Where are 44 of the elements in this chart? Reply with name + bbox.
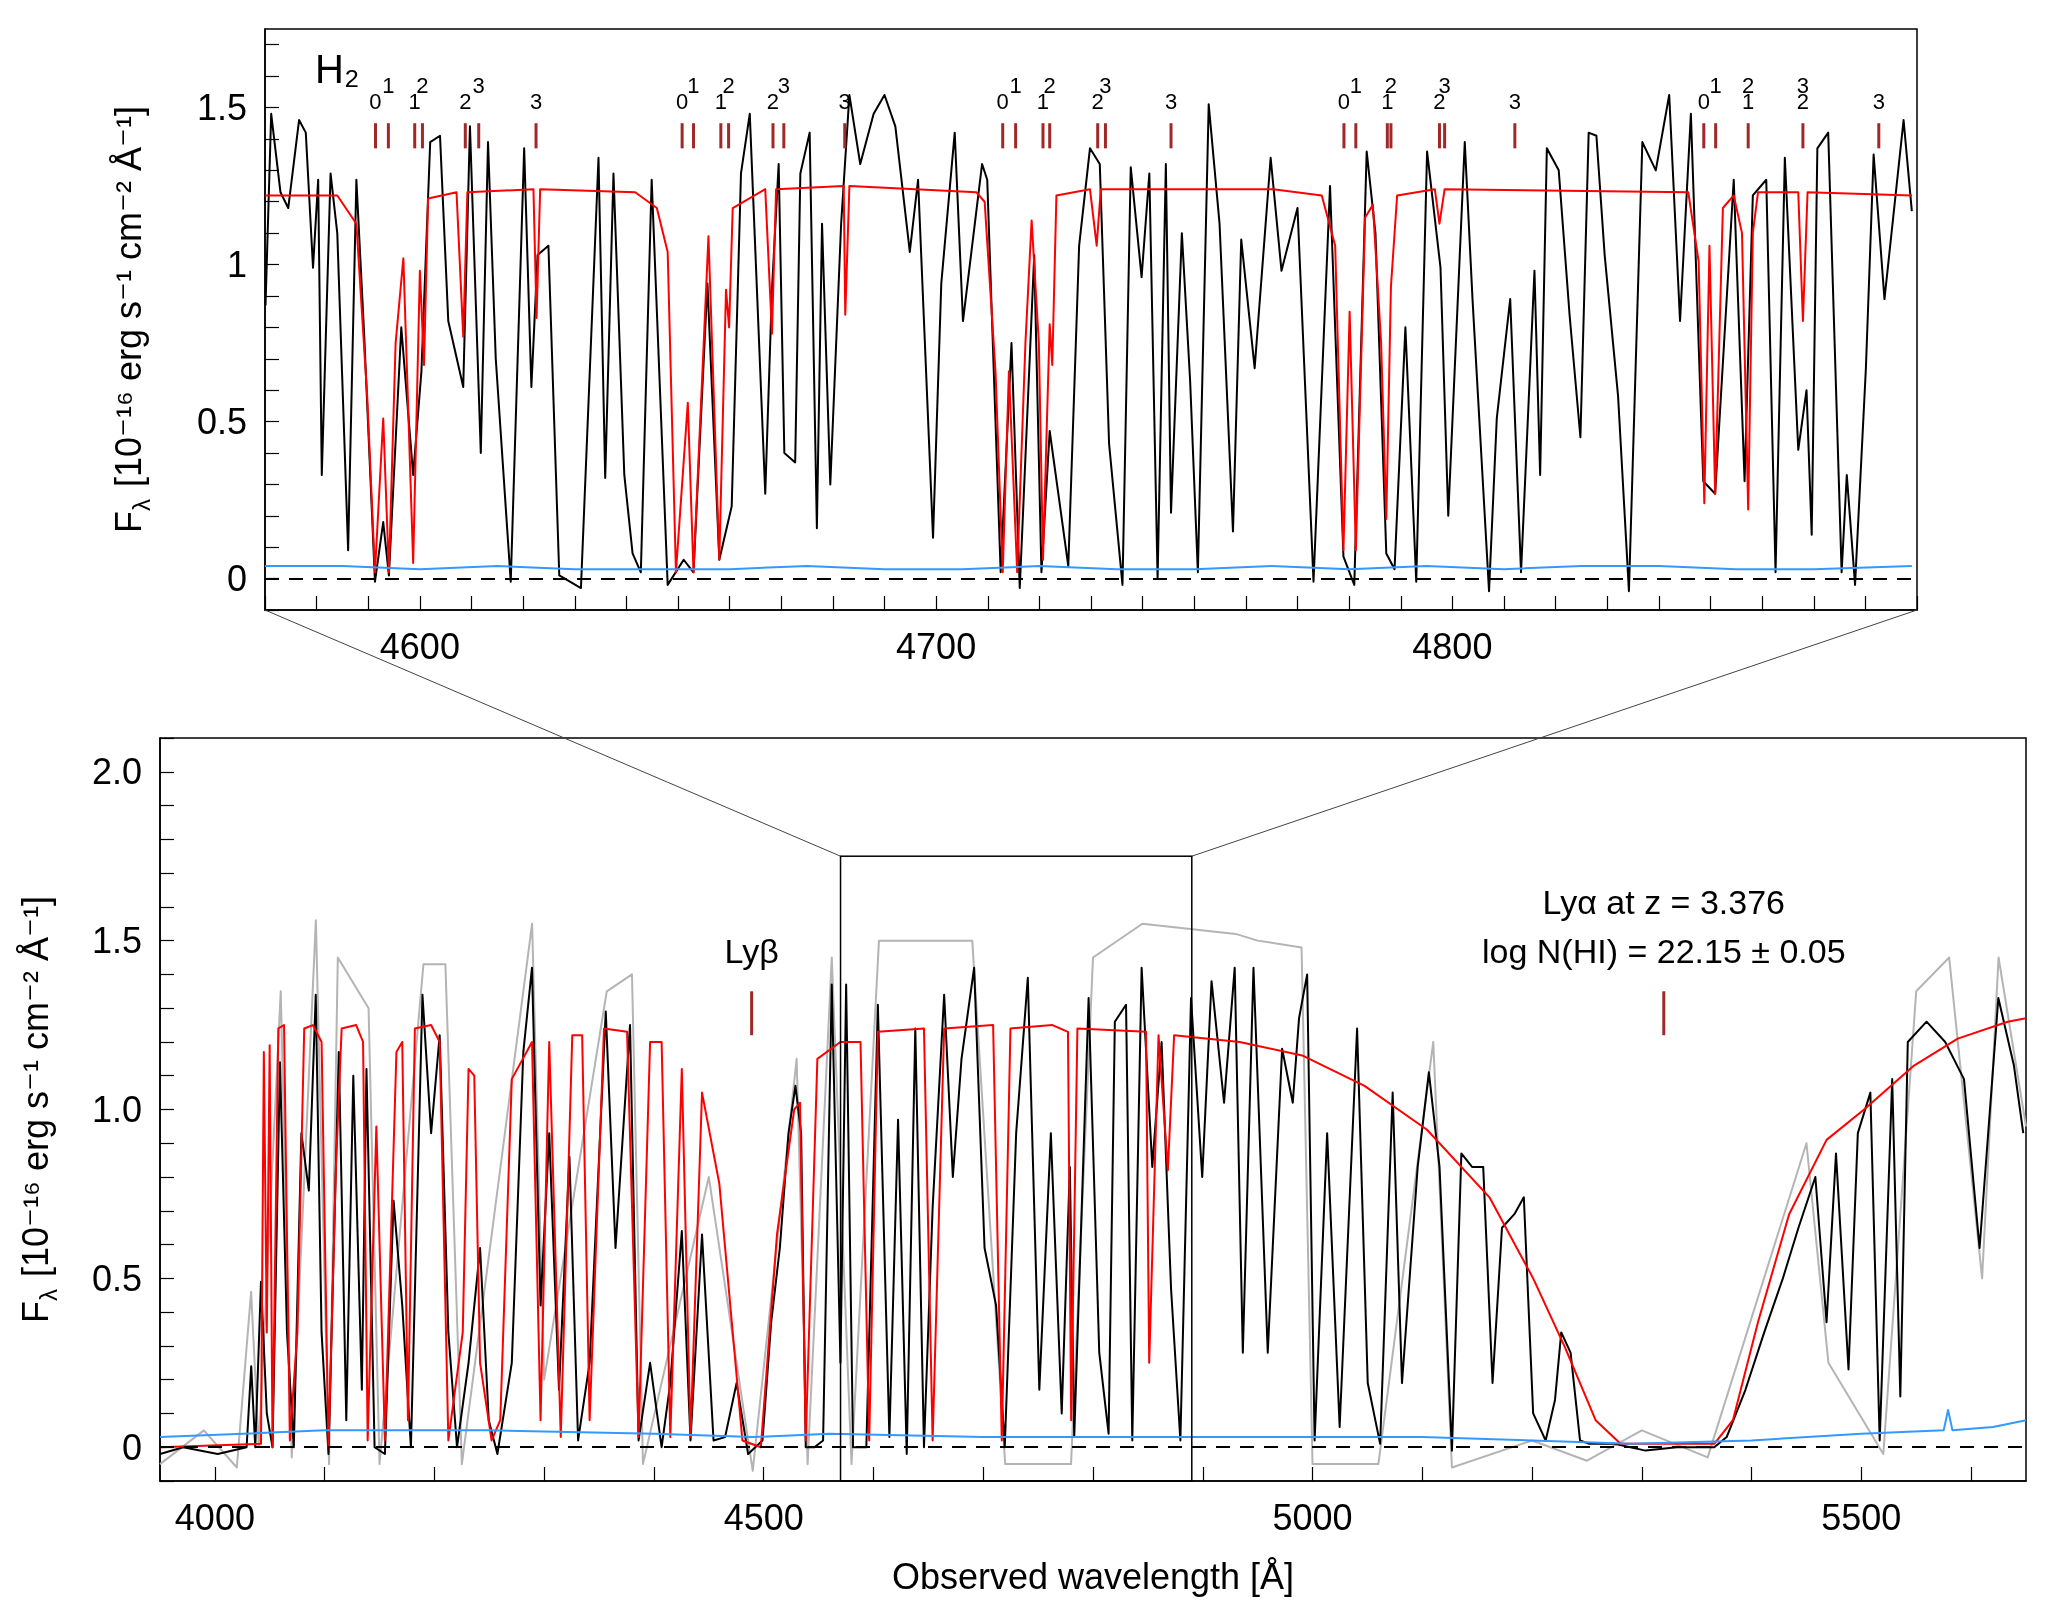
annotation: 2 — [722, 72, 735, 98]
annotation: 1 — [687, 72, 700, 98]
y-axis-title: Fλ [10⁻¹⁶ erg s⁻¹ cm⁻² Å⁻¹] — [107, 106, 155, 533]
x-tick-label: 4800 — [1412, 625, 1493, 667]
y-axis-title: Fλ [10⁻¹⁶ erg s⁻¹ cm⁻² Å⁻¹] — [14, 896, 62, 1323]
annotation: 1 — [1349, 72, 1362, 98]
y-tick-label: 0 — [121, 1426, 142, 1468]
annotation: 0 — [996, 88, 1009, 114]
annotation: H₂ — [315, 47, 360, 91]
annotation: 3 — [1164, 88, 1178, 114]
y-tick-label: 1 — [226, 244, 247, 286]
annotation: 1 — [1709, 72, 1722, 98]
annotation: 3 — [472, 72, 485, 98]
x-tick-label: 4500 — [723, 1496, 804, 1538]
line-series — [159, 1409, 2027, 1445]
x-tick-label: 4600 — [379, 625, 460, 667]
annotation: 0 — [1697, 88, 1710, 114]
annotation: 2 — [766, 88, 780, 114]
annotation: 3 — [529, 88, 543, 114]
x-tick-label: 5000 — [1272, 1496, 1353, 1538]
x-tick-label: 4700 — [896, 625, 977, 667]
annotation: 1 — [1009, 72, 1022, 98]
line-series — [264, 185, 1913, 574]
y-tick-label: 0.5 — [196, 401, 247, 443]
annotation: 3 — [1508, 88, 1521, 114]
y-tick-label: 2.0 — [91, 751, 142, 793]
annotation: 1 — [382, 72, 395, 98]
annotation: 2 — [459, 88, 472, 114]
y-tick-label: 0.5 — [91, 1257, 142, 1299]
annotation: Lyα at z = 3.376 log N(HI) = 22.15 ± 0.05 — [1481, 882, 1846, 970]
annotation: 0 — [676, 88, 689, 114]
annotation: 0 — [369, 88, 382, 114]
annotation: Lyβ — [724, 931, 779, 970]
annotation: 3 — [777, 72, 790, 98]
x-tick-label: 5500 — [1821, 1496, 1902, 1538]
annotation: 2 — [416, 72, 429, 98]
y-tick-label: 0 — [226, 558, 247, 600]
annotation: 3 — [1872, 88, 1885, 114]
y-tick-label: 1.5 — [91, 920, 142, 962]
y-tick-label: 1.5 — [196, 87, 247, 129]
annotation: 0 — [1337, 88, 1351, 114]
y-tick-label: 1.0 — [91, 1089, 142, 1130]
x-tick-label: 4000 — [174, 1496, 255, 1538]
x-axis-title: Observed wavelength [Å] — [891, 1555, 1295, 1597]
